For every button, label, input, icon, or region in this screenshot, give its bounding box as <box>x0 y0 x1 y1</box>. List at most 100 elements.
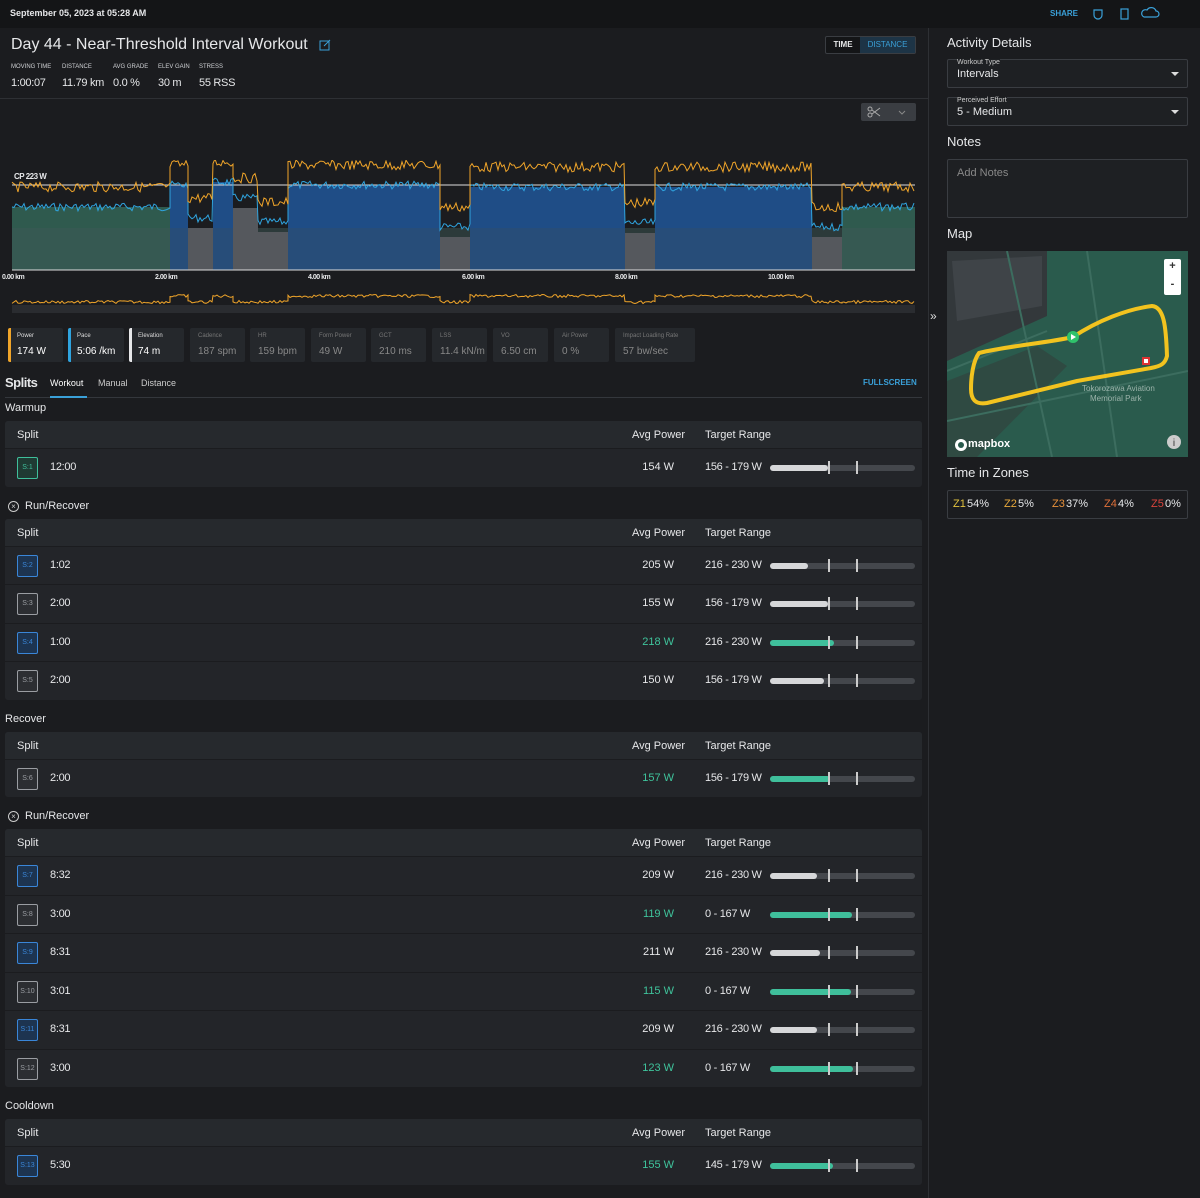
sidebar-divider <box>928 28 929 1198</box>
notes-input[interactable]: Add Notes <box>947 159 1188 218</box>
metric-card[interactable]: Air Power 0 % <box>554 328 609 362</box>
zoom-in[interactable]: + <box>1169 260 1176 272</box>
range-fill <box>770 950 820 956</box>
target-range: 145 - 179 W <box>705 1159 762 1171</box>
group-label: Recover <box>5 700 922 732</box>
range-min <box>828 597 830 610</box>
range-min <box>828 869 830 882</box>
split-tab[interactable]: Workout <box>50 378 84 388</box>
metric-value: 11.4 kN/m <box>440 346 485 357</box>
split-time: 3:01 <box>50 984 71 997</box>
zoom-out[interactable]: - <box>1170 278 1175 290</box>
dropdown[interactable]: Perceived Effort 5 - Medium <box>947 97 1188 126</box>
range-min <box>828 461 830 474</box>
delete-icon[interactable] <box>1120 8 1129 20</box>
scissors-icon <box>867 106 906 118</box>
tool-button[interactable] <box>861 103 916 121</box>
split-row[interactable]: S:8 3:00 119 W 0 - 167 W <box>5 894 922 934</box>
target-range: 216 - 230 W <box>705 635 762 648</box>
split-badge: S:9 <box>17 942 38 964</box>
collapse-icon[interactable]: » <box>930 309 937 323</box>
avg-power: 157 W <box>642 771 674 784</box>
target-range: 156 - 179 W <box>705 597 762 609</box>
split-row[interactable]: S:12 3:00 123 W 0 - 167 W <box>5 1048 922 1088</box>
cloud-icon[interactable] <box>1141 7 1160 18</box>
target-range: 0 - 167 W <box>705 907 750 920</box>
range-fill <box>770 678 824 684</box>
range-max <box>856 1061 858 1075</box>
range-max <box>856 907 858 921</box>
metric-card[interactable]: HR 159 bpm <box>250 328 305 362</box>
group-label: Run/Recover × <box>5 487 922 519</box>
column-header: Target Range <box>705 1127 772 1139</box>
split-row[interactable]: S:11 8:31 209 W 216 - 230 W <box>5 1010 922 1049</box>
group-name: Run/Recover <box>25 810 90 822</box>
split-time: 8:31 <box>50 1023 71 1035</box>
range-track <box>770 1027 915 1033</box>
split-row[interactable]: S:6 2:00 157 W 156 - 179 W <box>5 758 922 798</box>
split-row[interactable]: S:2 1:02 205 W 216 - 230 W <box>5 545 922 585</box>
split-row[interactable]: S:1 12:00 154 W 156 - 179 W <box>5 448 922 487</box>
split-row[interactable]: S:5 2:00 150 W 156 - 179 W <box>5 661 922 700</box>
split-badge: S:11 <box>17 1019 38 1041</box>
range-fill <box>770 465 828 471</box>
column-header: Split <box>17 526 39 539</box>
toolbar-icons <box>1093 7 1160 20</box>
toggle-distance[interactable]: DISTANCE <box>860 37 915 53</box>
field-value: Intervals <box>957 68 999 80</box>
column-header: Split <box>17 837 39 849</box>
edit-icon[interactable] <box>319 39 331 51</box>
split-tab[interactable]: Distance <box>141 378 177 388</box>
range-fill <box>770 988 851 995</box>
split-header: Split Avg Power Target Range <box>5 421 922 448</box>
metric-card[interactable]: Impact Loading Rate 57 bw/sec <box>615 328 695 362</box>
split-panel: Split Avg Power Target Range S:1 12:00 154 W 1… <box>5 421 922 487</box>
share-button[interactable]: SHARE <box>1050 9 1079 18</box>
split-time: 8:32 <box>50 869 71 881</box>
dropdown-arrow <box>1171 110 1179 114</box>
range-min <box>828 946 830 959</box>
zone-name: Z4 <box>1104 498 1117 510</box>
stat-value: 1:00:07 <box>11 77 46 89</box>
range-track <box>770 775 915 782</box>
metric-card[interactable]: GCT 210 ms <box>371 328 426 362</box>
split-row[interactable]: S:3 2:00 155 W 156 - 179 W <box>5 584 922 623</box>
heart-icon[interactable] <box>1093 9 1103 20</box>
split-row[interactable]: S:13 5:30 155 W 145 - 179 W <box>5 1146 922 1185</box>
fullscreen-button[interactable]: FULLSCREEN <box>863 378 917 387</box>
toggle-time[interactable]: TIME <box>833 40 853 49</box>
split-time: 1:02 <box>50 558 71 571</box>
split-tab[interactable]: Manual <box>98 378 128 388</box>
split-row[interactable]: S:9 8:31 211 W 216 - 230 W <box>5 933 922 972</box>
split-row[interactable]: S:10 3:01 115 W 0 - 167 W <box>5 971 922 1011</box>
metric-label: LSS <box>440 333 452 339</box>
split-row[interactable]: S:7 8:32 209 W 216 - 230 W <box>5 856 922 895</box>
power-area-lower <box>288 228 440 270</box>
split-header: Split Avg Power Target Range <box>5 1119 922 1146</box>
metric-card[interactable]: Pace 5:06 /km <box>68 328 124 362</box>
target-range: 216 - 230 W <box>705 558 762 571</box>
split-row[interactable]: S:4 1:00 218 W 216 - 230 W <box>5 622 922 662</box>
column-header: Avg Power <box>632 739 685 752</box>
split-badge: S:10 <box>17 980 38 1003</box>
metric-card[interactable]: Cadence 187 spm <box>190 328 245 362</box>
metric-value: 174 W <box>17 346 46 357</box>
metric-label: Cadence <box>198 333 223 339</box>
split-badge: S:2 <box>17 554 38 577</box>
range-track <box>770 465 915 471</box>
divider <box>0 98 928 99</box>
map[interactable]: i <box>947 251 1188 457</box>
avg-power: 119 W <box>643 907 674 920</box>
metric-card[interactable]: Form Power 49 W <box>311 328 366 362</box>
metric-card[interactable]: Power 174 W <box>8 328 63 362</box>
column-header: Split <box>17 1127 39 1139</box>
dropdown[interactable]: Workout Type Intervals <box>947 59 1188 88</box>
range-track <box>770 950 915 956</box>
split-time: 5:30 <box>50 1159 71 1171</box>
metric-value: 49 W <box>319 346 343 357</box>
metric-card[interactable]: VO 6.50 cm <box>493 328 548 362</box>
dropdown-arrow <box>1171 72 1179 76</box>
metric-card[interactable]: LSS 11.4 kN/m <box>432 328 487 362</box>
zoom-controls[interactable] <box>1164 259 1181 295</box>
metric-card[interactable]: Elevation 74 m <box>129 328 184 362</box>
